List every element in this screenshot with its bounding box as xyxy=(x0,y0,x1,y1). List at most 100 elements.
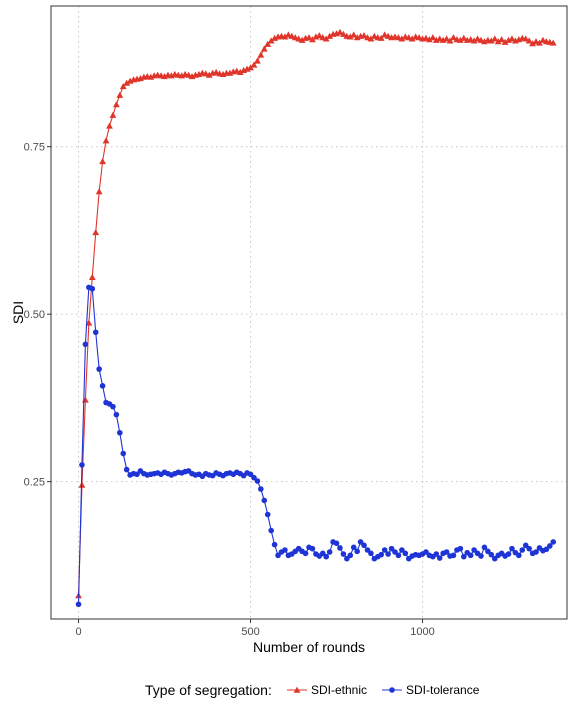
data-point xyxy=(354,548,360,555)
data-point xyxy=(309,36,316,43)
data-point xyxy=(408,35,416,42)
data-point xyxy=(254,57,261,64)
data-point xyxy=(388,545,395,552)
axis-ticks xyxy=(47,146,424,623)
data-point xyxy=(429,34,437,41)
data-point xyxy=(536,39,543,46)
data-point xyxy=(533,549,539,555)
data-point xyxy=(109,111,117,118)
data-point xyxy=(340,30,347,37)
data-point xyxy=(250,61,258,68)
data-point xyxy=(433,551,440,557)
data-point xyxy=(378,551,385,558)
data-point xyxy=(481,544,488,551)
legend-items: SDI-ethnic SDI-tolerance xyxy=(287,683,480,697)
data-point xyxy=(526,545,532,552)
data-point xyxy=(460,34,468,41)
legend-key-marker xyxy=(293,686,301,693)
data-point xyxy=(525,37,533,44)
data-point xyxy=(99,383,106,389)
data-point xyxy=(543,546,550,553)
data-point xyxy=(117,429,123,436)
data-point xyxy=(120,450,127,457)
data-point xyxy=(456,36,464,43)
data-point xyxy=(305,34,313,41)
data-point xyxy=(79,462,85,468)
data-point xyxy=(522,542,529,549)
data-point xyxy=(309,545,316,552)
data-point xyxy=(491,35,499,42)
data-point xyxy=(275,552,281,559)
data-point xyxy=(392,549,398,555)
data-point xyxy=(116,91,124,98)
data-point xyxy=(322,35,330,42)
data-point xyxy=(494,38,502,45)
data-point xyxy=(254,478,261,484)
x-tick-label: 500 xyxy=(241,626,259,638)
data-point xyxy=(368,550,374,557)
grid-lines xyxy=(51,6,567,619)
data-point xyxy=(88,273,96,281)
data-point xyxy=(491,555,498,562)
data-point xyxy=(315,32,323,39)
data-point xyxy=(257,51,265,58)
legend-item-sdi-tolerance: SDI-tolerance xyxy=(382,683,480,697)
data-point xyxy=(443,35,450,42)
x-axis-title: Number of rounds xyxy=(253,639,365,655)
legend-key-marker xyxy=(389,687,395,693)
data-point xyxy=(123,79,131,86)
data-point xyxy=(336,28,344,35)
data-point xyxy=(264,511,271,518)
data-point xyxy=(509,545,515,552)
data-point xyxy=(508,35,516,42)
data-point xyxy=(282,547,288,553)
series-sdi-ethnic xyxy=(75,28,557,599)
data-point xyxy=(205,71,213,78)
plot-panel-border xyxy=(50,5,568,620)
data-point xyxy=(505,551,512,557)
data-point xyxy=(350,31,358,38)
data-point xyxy=(361,542,367,549)
data-point xyxy=(436,555,443,561)
data-point xyxy=(347,552,354,559)
data-point xyxy=(450,34,457,41)
data-point xyxy=(516,552,522,559)
data-point xyxy=(457,545,464,552)
legend-item-sdi-ethnic: SDI-ethnic xyxy=(287,683,367,697)
data-point xyxy=(381,547,388,553)
data-point xyxy=(547,543,553,549)
data-point xyxy=(119,82,127,90)
x-tick-label: 1000 xyxy=(410,626,434,638)
data-point xyxy=(247,64,254,71)
data-point xyxy=(470,37,478,44)
data-point xyxy=(402,550,409,557)
data-point xyxy=(113,411,120,418)
y-tick-label: 0.50 xyxy=(24,309,45,321)
legend-label: SDI-ethnic xyxy=(311,683,367,697)
data-point xyxy=(75,601,82,608)
data-point xyxy=(461,553,467,560)
data-point xyxy=(357,539,364,545)
data-point xyxy=(268,527,274,534)
data-point xyxy=(264,40,272,47)
data-point xyxy=(95,188,103,195)
y-axis-title: SDI xyxy=(10,301,26,324)
data-point xyxy=(549,39,557,46)
data-point xyxy=(261,497,268,504)
data-point xyxy=(344,555,350,562)
data-point xyxy=(337,545,343,551)
data-point xyxy=(340,551,347,557)
data-point xyxy=(346,33,354,40)
data-point xyxy=(471,547,477,553)
data-point xyxy=(298,36,306,43)
data-point xyxy=(319,550,326,557)
data-point xyxy=(399,547,405,553)
data-point xyxy=(398,35,406,42)
data-point xyxy=(102,137,110,144)
data-point xyxy=(519,547,526,553)
data-point xyxy=(302,550,309,557)
data-point xyxy=(478,553,484,559)
data-point xyxy=(267,37,275,44)
data-point xyxy=(112,101,120,108)
data-point xyxy=(485,548,491,555)
